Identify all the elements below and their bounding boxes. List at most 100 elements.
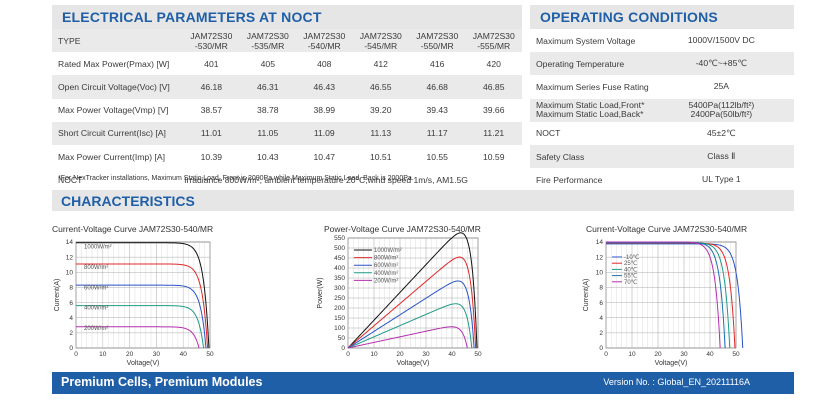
param-value: 46.31 xyxy=(239,75,297,99)
footer-version: Version No. : Global_EN_20211116A xyxy=(603,377,750,387)
operating-header: OPERATING CONDITIONS xyxy=(530,5,794,29)
series-line xyxy=(347,256,477,349)
operating-row: Fire Performance UL Type 1 xyxy=(530,168,794,191)
model-header: JAM72S30 -545/MR xyxy=(352,29,409,53)
series-line xyxy=(76,284,207,349)
param-value: 38.99 xyxy=(313,105,336,116)
operating-label: Operating Temperature xyxy=(530,52,649,76)
param-value: 38.78 xyxy=(257,105,279,116)
param-value: 416 xyxy=(430,58,445,69)
operating-value: Class Ⅱ xyxy=(648,144,794,169)
footer-tagline: Premium Cells, Premium Modules xyxy=(61,375,263,389)
operating-label: Safety Class xyxy=(530,144,649,169)
x-tick-label: 50 xyxy=(206,351,214,358)
y-axis-label: Power(W) xyxy=(317,277,324,308)
series-line xyxy=(606,243,744,349)
param-value: 10.47 xyxy=(313,151,336,162)
legend-label: 400W/m² xyxy=(374,271,398,277)
y-tick-label: 100 xyxy=(334,325,345,332)
x-tick-label: 20 xyxy=(126,351,134,358)
legend-label: 200W/m² xyxy=(84,326,108,332)
param-value: 11.21 xyxy=(465,121,522,145)
y-tick-label: 4 xyxy=(599,315,603,322)
param-value: 39.43 xyxy=(426,105,448,116)
legend-label: 70℃ xyxy=(624,279,638,286)
param-row: Short Circuit Current(Isc) [A] 11.01 11.05… xyxy=(52,121,522,145)
series-line xyxy=(76,242,210,349)
legend-label: -10℃ xyxy=(624,254,640,261)
legend-label: 400W/m² xyxy=(84,305,108,311)
operating-title: OPERATING CONDITIONS xyxy=(540,9,718,25)
operating-value-back: 2400Pa(50lb/ft²) xyxy=(690,109,753,120)
param-value: 10.51 xyxy=(369,151,392,162)
x-tick-label: 30 xyxy=(153,351,161,358)
model-series: JAM72S30 xyxy=(246,30,289,41)
y-tick-label: 400 xyxy=(334,265,345,272)
y-tick-label: 450 xyxy=(334,255,345,262)
param-value: 10.43 xyxy=(257,151,279,162)
electrical-table: TYPE JAM72S30 -530/MR JAM72S30 -535/MR JAM72S… xyxy=(52,29,522,191)
series-line xyxy=(76,305,205,349)
x-tick-label: 30 xyxy=(680,351,688,358)
y-tick-label: 50 xyxy=(338,335,346,342)
model-series: JAM72S30 xyxy=(472,30,515,41)
operating-value: 25A xyxy=(713,81,729,92)
model-series: JAM72S30 xyxy=(303,30,346,41)
x-tick-label: 50 xyxy=(732,351,740,358)
model-variant: -540/MR xyxy=(307,40,341,51)
operating-value: 45±2℃ xyxy=(707,127,736,138)
legend-label: 1000W/m² xyxy=(374,248,402,254)
model-variant: -545/MR xyxy=(364,40,398,51)
y-axis-label: Current(A) xyxy=(583,279,590,312)
y-tick-label: 8 xyxy=(69,285,73,292)
x-axis-label: Voltage(V) xyxy=(655,360,688,367)
series-line xyxy=(347,303,473,349)
y-tick-label: 12 xyxy=(66,254,74,261)
operating-value: 5400Pa(112lb/ft²) 2400Pa(50lb/ft²) xyxy=(648,98,794,122)
type-row: TYPE JAM72S30 -530/MR JAM72S30 -535/MR JAM72S… xyxy=(52,29,522,53)
operating-value: UL Type 1 xyxy=(702,174,741,185)
x-tick-label: 0 xyxy=(74,351,78,358)
y-tick-label: 8 xyxy=(599,285,603,292)
series-line xyxy=(76,263,209,349)
legend-label: 800W/m² xyxy=(84,265,108,271)
y-axis-label: Current(A) xyxy=(54,279,61,312)
x-axis-label: Voltage(V) xyxy=(127,360,160,367)
param-value: 408 xyxy=(317,58,332,69)
operating-label-front: Maximum Static Load,Front* xyxy=(536,100,645,111)
model-series: JAM72S30 xyxy=(190,30,233,41)
param-row: Open Circuit Voltage(Voc) [V] 46.18 46.31 4… xyxy=(52,75,522,99)
plot-frame xyxy=(75,241,211,349)
x-tick-label: 10 xyxy=(628,351,636,358)
chart-3-title: Current-Voltage Curve JAM72S30-540/MR xyxy=(586,224,748,234)
param-value: 46.18 xyxy=(183,75,240,99)
operating-label: Maximum Series Fuse Rating xyxy=(536,81,649,92)
x-tick-label: 50 xyxy=(474,351,482,358)
y-tick-label: 12 xyxy=(596,254,604,261)
characteristics-header: CHARACTERISTICS xyxy=(52,190,794,211)
x-tick-label: 40 xyxy=(180,351,188,358)
type-label: TYPE xyxy=(52,29,184,53)
model-header: JAM72S30 -555/MR xyxy=(465,29,522,53)
y-tick-label: 500 xyxy=(334,245,345,252)
operating-row: Maximum Static Load,Front* Maximum Static… xyxy=(530,98,794,122)
legend-label: 40℃ xyxy=(624,266,638,273)
operating-label: Maximum System Voltage xyxy=(536,35,636,46)
param-value: 10.55 xyxy=(426,151,448,162)
model-header: JAM72S30 -540/MR xyxy=(296,29,353,53)
legend-label: 800W/m² xyxy=(374,256,398,262)
x-axis-label: Voltage(V) xyxy=(397,360,430,367)
series-line xyxy=(347,280,475,349)
y-tick-label: 250 xyxy=(334,295,345,302)
param-row: Max Power Current(Imp) [A] 10.39 10.43 10.4… xyxy=(52,145,522,168)
operating-row: Maximum System Voltage 1000V/1500V DC xyxy=(530,29,794,52)
electrical-header: ELECTRICAL PARAMETERS AT NOCT xyxy=(52,5,522,29)
param-value: 11.17 xyxy=(408,121,466,145)
operating-value-front: 5400Pa(112lb/ft²) xyxy=(688,100,755,111)
param-row: Max Power Voltage(Vmp) [V] 38.57 38.78 38.9… xyxy=(52,99,522,122)
y-tick-label: 2 xyxy=(599,330,603,337)
param-value: 405 xyxy=(260,58,275,69)
model-series: JAM72S30 xyxy=(359,30,402,41)
series-line xyxy=(347,232,478,349)
y-tick-label: 200 xyxy=(334,305,345,312)
